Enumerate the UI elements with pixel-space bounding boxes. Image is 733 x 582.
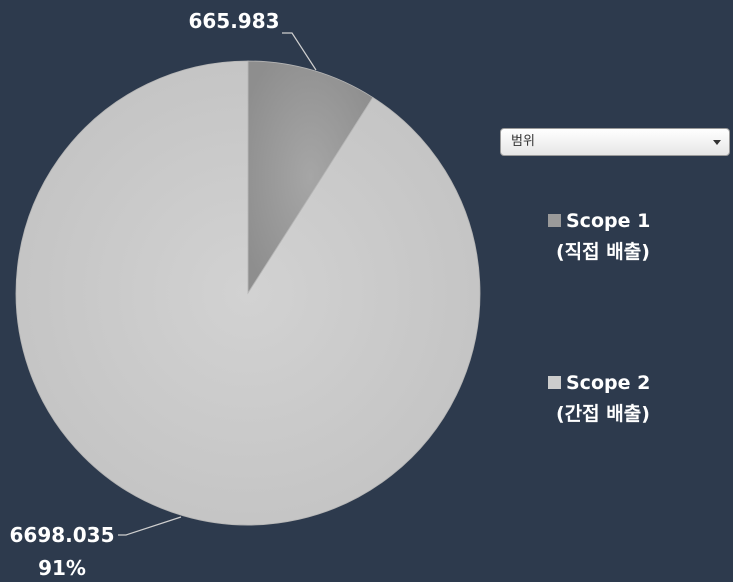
legend-swatch-scope-1 xyxy=(548,214,561,227)
leader-line-1 xyxy=(282,32,317,71)
leader-line-2 xyxy=(118,516,182,536)
legend-item-scope-1: Scope 1 (직접 배출) xyxy=(548,206,650,268)
chevron-down-icon xyxy=(713,140,721,145)
legend-swatch-scope-2 xyxy=(548,376,561,389)
legend-item-scope-2: Scope 2 (간접 배출) xyxy=(548,368,650,430)
legend-sublabel-scope-2: (간접 배출) xyxy=(556,403,650,425)
scope-filter-label: 범위 xyxy=(511,134,535,149)
legend-label-scope-1: Scope 1 xyxy=(566,210,651,232)
pie-slice-2 xyxy=(15,60,481,526)
legend-sublabel-scope-1: (직접 배출) xyxy=(556,241,650,263)
scope-filter-dropdown[interactable]: 범위 xyxy=(500,128,730,156)
data-label-percent-2: 91% xyxy=(38,556,86,580)
legend-label-scope-2: Scope 2 xyxy=(566,372,651,394)
pie-slice-1 xyxy=(247,60,374,295)
data-label-value-1: 665.983 xyxy=(188,9,279,33)
data-label-value-2: 6698.035 xyxy=(9,523,114,547)
